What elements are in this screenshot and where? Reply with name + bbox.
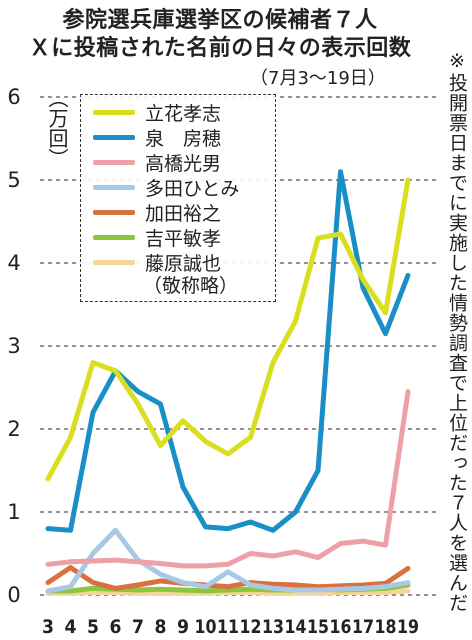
x-tick-label: 19	[397, 616, 419, 638]
y-tick-label: 5	[7, 168, 20, 192]
series-line-4	[45, 565, 411, 591]
legend-note: （敬称略）	[143, 275, 239, 297]
y-tick-label: 4	[7, 251, 20, 275]
legend-swatch	[93, 134, 135, 140]
x-tick-label: 17	[352, 616, 374, 638]
x-tick-label: 14	[285, 616, 307, 638]
x-tick-label: 9	[177, 616, 189, 638]
legend-label: 立花孝志	[145, 102, 222, 125]
x-tick-label: 10	[195, 616, 217, 638]
legend-item: 泉 房穂	[93, 124, 221, 150]
legend-item: 立花孝志	[93, 99, 221, 125]
legend-label: 泉 房穂	[145, 127, 222, 150]
y-axis-label: （万回）	[45, 88, 69, 168]
x-tick-label: 8	[155, 616, 167, 638]
x-tick-label: 3	[42, 616, 54, 638]
y-tick-labels: 0 1 2 3 4 5 6	[7, 85, 20, 607]
x-tick-label: 15	[307, 616, 329, 638]
x-tick-label: 13	[262, 616, 284, 638]
x-tick-label: 12	[240, 616, 262, 638]
x-tick-label: 5	[87, 616, 99, 638]
series-line-0	[45, 177, 411, 482]
legend-item: 吉平敏孝	[93, 224, 221, 250]
legend-label: 高橋光男	[145, 152, 222, 175]
y-tick-label: 3	[7, 334, 20, 358]
chart-title-line2: Ｘに投稿された名前の日々の表示回数	[28, 36, 412, 61]
legend-label: 多田ひとみ	[145, 177, 240, 200]
chart-title-line1: 参院選兵庫選挙区の候補者７人	[62, 8, 378, 33]
series-line-3	[45, 527, 411, 594]
x-tick-labels: 3 4 5 6 7 8 9 10 11 12 13 14 15 16 17 18 19	[42, 616, 419, 638]
legend: 立花孝志泉 房穂 高橋光男 多田ひとみ 加田裕之 吉平敏孝 藤原誠也 （敬称略）	[80, 94, 276, 302]
legend-swatch	[93, 209, 135, 215]
legend-item: 加田裕之	[93, 199, 221, 225]
x-tick-label: 16	[330, 616, 352, 638]
x-tick-label: 11	[217, 616, 239, 638]
legend-swatch	[93, 234, 135, 240]
y-tick-label: 2	[7, 417, 20, 441]
legend-swatch	[93, 109, 135, 115]
legend-swatch	[93, 184, 135, 190]
legend-label: 藤原誠也	[145, 252, 222, 275]
side-note: ※投開票日までに実施した情勢調査で上位だった７人を選んだ	[446, 50, 468, 613]
legend-swatch	[93, 159, 135, 165]
legend-label: 加田裕之	[145, 202, 222, 225]
legend-swatch	[93, 259, 135, 265]
x-tick-label: 4	[65, 616, 77, 638]
chart-subtitle: （7月3～19日）	[250, 68, 386, 89]
legend-item: 高橋光男	[93, 149, 221, 175]
x-tick-label: 6	[110, 616, 122, 638]
y-tick-label: 0	[7, 583, 20, 607]
legend-item: 多田ひとみ	[93, 174, 239, 200]
legend-label: 吉平敏孝	[145, 227, 222, 250]
x-tick-label: 18	[375, 616, 397, 638]
y-tick-label: 6	[7, 85, 20, 109]
series-lines	[45, 169, 411, 596]
y-tick-label: 1	[7, 500, 20, 524]
series-line-1	[45, 169, 411, 533]
series-line-2	[45, 389, 411, 569]
legend-item: 藤原誠也	[93, 249, 221, 275]
x-tick-label: 7	[132, 616, 144, 638]
